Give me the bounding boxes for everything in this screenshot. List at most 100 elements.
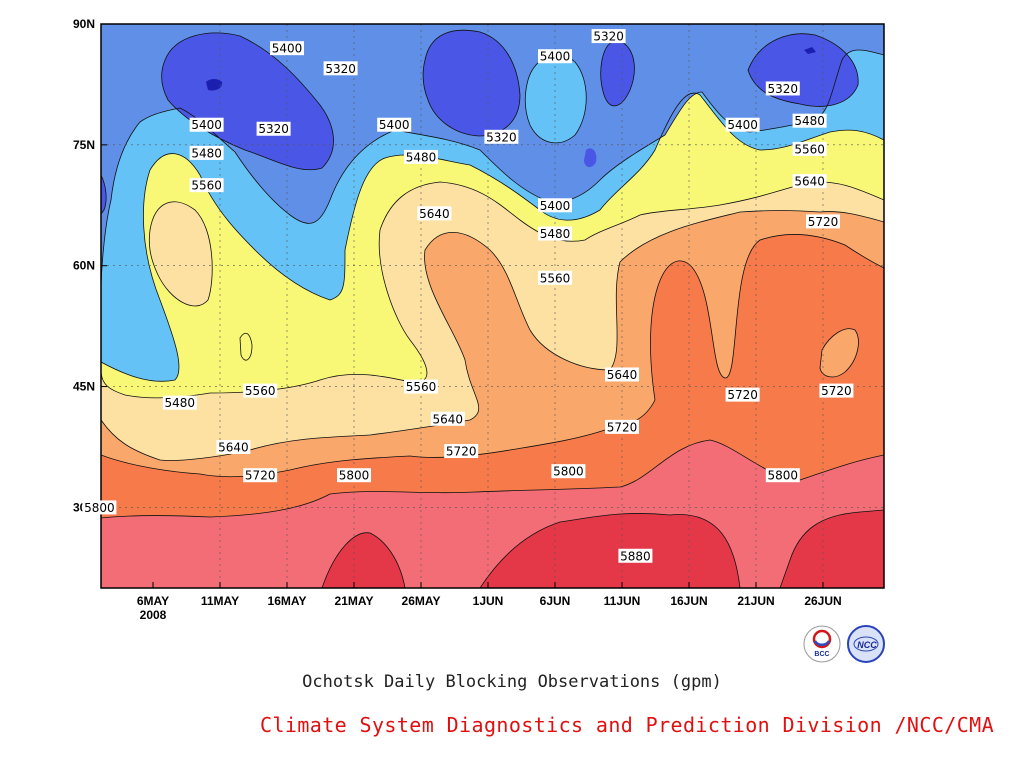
contour-label-text: 5400 (191, 118, 222, 132)
contour-label-box (256, 121, 291, 136)
contour-label-5480: 5480 (404, 149, 438, 164)
contour-label-box (162, 395, 197, 410)
band-below-5320-c (600, 40, 635, 106)
contour-label-5720: 5720 (819, 383, 854, 398)
contour-label-5640: 5640 (605, 367, 639, 382)
isoline-5560 (101, 181, 884, 399)
contour-label-5560: 5560 (243, 383, 278, 398)
x-tick-label: 21JUN (737, 594, 774, 608)
contour-label-text: 5400 (540, 199, 571, 213)
ncc-logo-icon: NCC (847, 625, 885, 663)
contour-label-text: 5560 (406, 380, 437, 394)
contour-label-5640: 5640 (430, 411, 465, 426)
contour-label-box (819, 383, 854, 398)
contour-label-5720: 5720 (806, 214, 840, 229)
contour-label-5720: 5720 (444, 444, 479, 459)
contour-label-box (765, 81, 800, 96)
contour-label-text: 5400 (727, 118, 758, 132)
x-tick-label: 16MAY (268, 594, 307, 608)
contour-labels: 5400 5320 5400 5480 5560 5320 5400 5480 5320 5400… (82, 29, 854, 563)
contour-label-text: 5480 (794, 114, 825, 128)
contour-label-box (538, 49, 572, 64)
contour-label-5400: 5400 (189, 117, 224, 132)
x-tick-label: 26MAY (402, 594, 441, 608)
contour-label-5480: 5480 (189, 145, 224, 160)
isoline-5320-a (161, 32, 334, 171)
contour-label-text: 5640 (218, 441, 249, 455)
band-5560-island (240, 333, 252, 361)
contour-label-text: 5720 (727, 388, 758, 402)
contour-label-5720: 5720 (605, 419, 639, 434)
small-dark-b (804, 47, 816, 54)
contour-label-box (605, 367, 639, 382)
contour-label-text: 5800 (339, 469, 370, 483)
contour-label-text: 5320 (486, 130, 517, 144)
contour-label-5400: 5400 (725, 117, 760, 132)
contour-label-text: 5400 (379, 118, 410, 132)
contour-label-5480: 5480 (792, 113, 827, 128)
isoline-5880-a (321, 532, 406, 588)
contour-label-text: 5400 (540, 50, 571, 64)
contour-label-text: 5720 (607, 420, 638, 434)
contour-label-box (725, 387, 760, 402)
isoline-5880-c (779, 509, 884, 588)
contour-label-text: 5640 (419, 207, 450, 221)
contour-label-box (270, 41, 304, 56)
contour-label-5640: 5640 (216, 440, 251, 455)
contour-label-text: 5880 (620, 549, 651, 563)
contour-label-text: 5400 (272, 42, 303, 56)
contour-label-5320: 5320 (323, 61, 358, 76)
contour-label-5560: 5560 (404, 379, 438, 394)
gridlines (101, 24, 884, 588)
contour-label-text: 5640 (433, 412, 464, 426)
band-5720-island (820, 328, 859, 377)
isoline-5480 (101, 92, 884, 382)
band-below-5320-b (423, 30, 520, 137)
contour-label-box (444, 444, 479, 459)
x-tick-label: 11JUN (604, 594, 641, 608)
contour-label-5800: 5800 (82, 500, 117, 515)
x-tick-label: 6JUN (540, 594, 571, 608)
contour-label-5560: 5560 (538, 270, 572, 285)
contour-label-text: 5480 (540, 227, 571, 241)
isoline-5320-d (747, 33, 859, 107)
contour-label-5800: 5800 (765, 468, 800, 483)
isoline-5320-b (422, 29, 521, 137)
contour-label-box (792, 113, 827, 128)
contour-label-5320: 5320 (591, 29, 626, 44)
contour-label-box (417, 206, 452, 221)
isoline-5720-island (819, 328, 859, 378)
contour-label-box (243, 468, 278, 483)
contour-fills (101, 24, 884, 588)
isoline-5880-b (479, 513, 741, 588)
contour-label-box (538, 198, 572, 213)
contour-label-box (430, 411, 465, 426)
contour-label-5800: 5800 (337, 468, 371, 483)
contour-label-box (189, 178, 224, 193)
chart-title: Ochotsk Daily Blocking Observations (gpm… (302, 672, 722, 692)
contour-label-text: 5720 (821, 384, 852, 398)
isoline-5720 (101, 234, 884, 478)
contour-label-text: 5640 (794, 175, 825, 189)
ncc-logo-text: NCC (857, 640, 877, 650)
isoline-5640 (101, 210, 884, 461)
x-tick-label: 21MAY (335, 594, 374, 608)
x-tick-label: 1JUN (473, 594, 504, 608)
contour-label-text: 5800 (768, 469, 799, 483)
x-axis: 6MAY 11MAY 16MAY 21MAY 26MAY 1JUN 6JUN 11JUN 16J… (137, 582, 842, 622)
contour-label-5880: 5880 (618, 548, 653, 563)
contour-label-box (538, 270, 572, 285)
contour-label-5400: 5400 (538, 49, 572, 64)
contour-label-box (806, 214, 840, 229)
contour-label-text: 5480 (191, 146, 222, 160)
contour-label-box (243, 383, 278, 398)
contour-label-box (189, 117, 224, 132)
contour-label-5320: 5320 (484, 129, 519, 144)
isoline-5480-island (239, 332, 253, 361)
contour-label-box (618, 548, 653, 563)
contour-label-5720: 5720 (725, 387, 760, 402)
contour-label-text: 5560 (540, 271, 571, 285)
y-tick-label: 75N (73, 138, 95, 152)
contour-label-5560: 5560 (792, 141, 827, 156)
